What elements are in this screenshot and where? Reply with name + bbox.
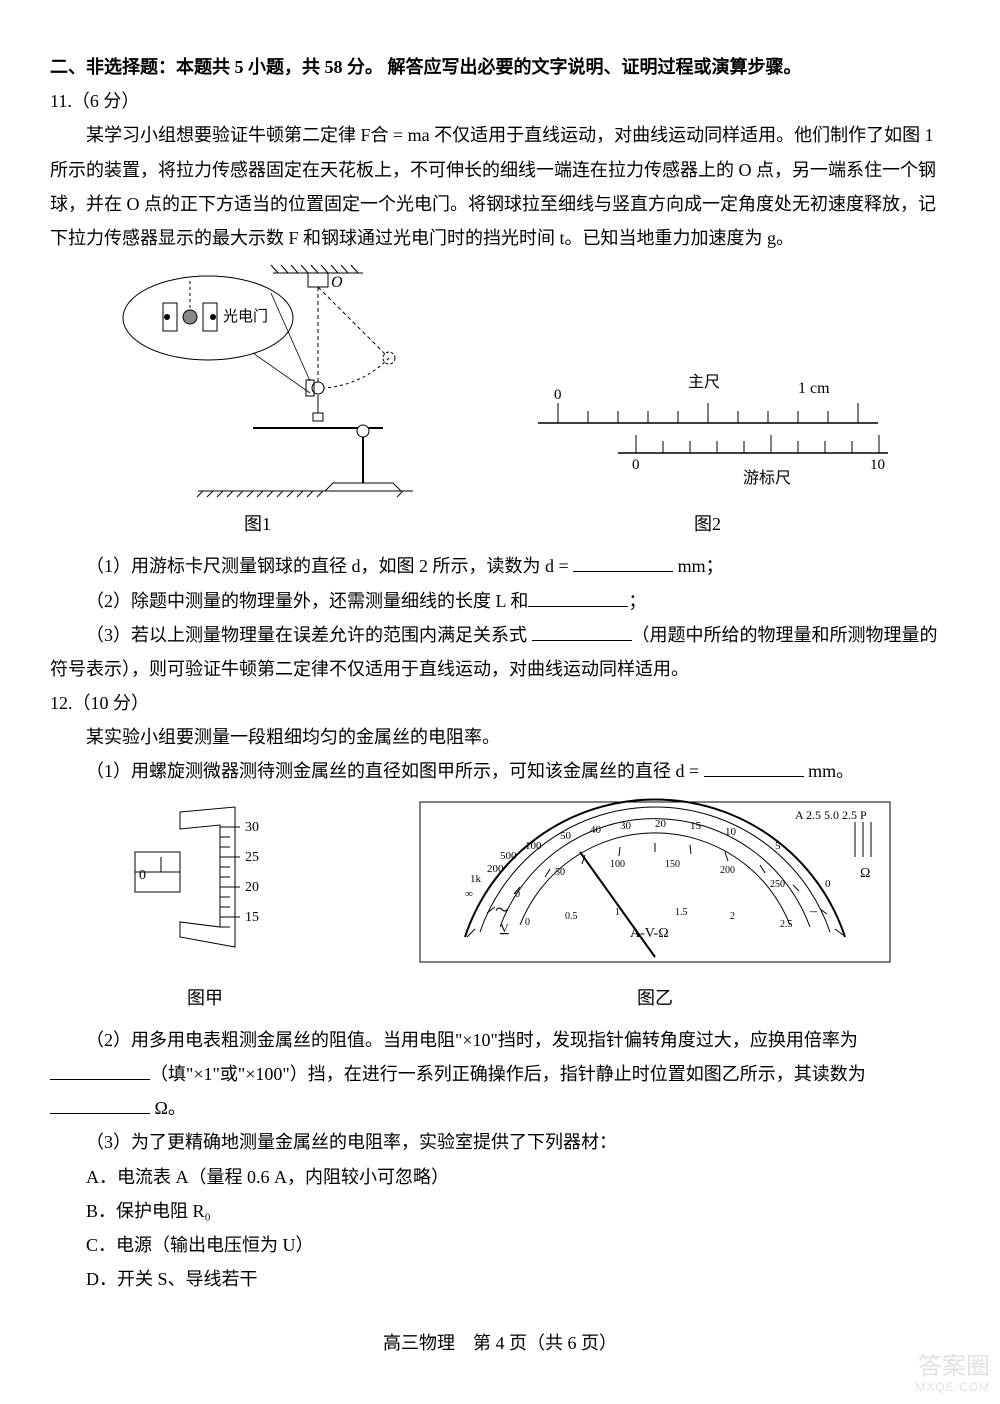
q11-sub3a: （3）若以上测量物理量在误差允许的范围内满足关系式 [86, 625, 532, 645]
q11-number: 11.（6 分） [50, 84, 950, 118]
fig2-ten: 10 [870, 457, 885, 473]
blank [704, 757, 804, 778]
page-footer: 高三物理 第 4 页（共 6 页） [50, 1326, 950, 1360]
q11-sub1a: （1）用游标卡尺测量钢球的直径 d，如图 2 所示，读数为 d = [86, 556, 573, 576]
figB-omega: Ω [860, 866, 870, 881]
figB-5: 5 [775, 840, 781, 852]
q12-sub2-cont: （填"×1"或"×100"）挡，在进行一系列正确操作后，指针静止时位置如图乙所示… [50, 1057, 950, 1091]
figA-zero: 0 [139, 868, 146, 883]
fig1-O-label: O [331, 274, 343, 291]
figB-m50: 50 [555, 867, 565, 878]
fig2-vernier-label: 游标尺 [743, 469, 791, 487]
q12-number: 12.（10 分） [50, 686, 950, 720]
figB-b2: 2 [730, 911, 735, 922]
figB-200: 200 [487, 863, 504, 875]
figB-100: 100 [525, 840, 542, 852]
figB-30: 30 [620, 820, 632, 832]
figB-40: 40 [590, 824, 602, 836]
figB-50: 50 [560, 830, 572, 842]
q11-sub1: （1）用游标卡尺测量钢球的直径 d，如图 2 所示，读数为 d = mm； [50, 549, 950, 583]
q12-optA: A．电流表 A（量程 0.6 A，内阻较小可忽略） [50, 1160, 950, 1194]
figB-inf: ∞ [465, 888, 473, 900]
q12-sub2c: Ω。 [150, 1098, 186, 1118]
figB-b1: 1 [615, 907, 620, 918]
fig1-svg: O 光电门 [103, 263, 413, 503]
q11-sub2a: （2）除题中测量的物理量外，还需测量细线的长度 L 和 [86, 591, 528, 611]
q11-sub3: （3）若以上测量物理量在误差允许的范围内满足关系式 （用题中所给的物理量和所测物… [50, 618, 950, 686]
figB-0: 0 [825, 878, 831, 890]
fig2-svg: 主尺 1 cm 0 [518, 373, 898, 503]
figB-right: A 2.5 5.0 2.5 P [795, 808, 867, 822]
blank [50, 1093, 150, 1114]
figA-block: 0 30 25 20 15 图甲 [105, 797, 305, 1015]
figB-tilde1: ～ [495, 904, 509, 919]
figB-m200: 200 [720, 865, 735, 876]
figB-10: 10 [725, 826, 737, 838]
blank [528, 586, 628, 607]
q11-sub1b: mm； [673, 556, 724, 576]
figB-m250: 250 [770, 879, 785, 890]
q12-sub2: （2）用多用电表粗测金属丝的阻值。当用电阻"×10"挡时，发现指针偏转角度过大，… [50, 1023, 950, 1057]
figA-t20: 20 [245, 880, 259, 895]
fig2-unit: 1 cm [798, 380, 830, 397]
q11-sub2b: ； [628, 591, 646, 611]
blank [532, 620, 632, 641]
figB-20: 20 [655, 818, 667, 830]
figB-dash: – [809, 904, 818, 919]
fig2-main-label: 主尺 [688, 373, 720, 391]
figB-15: 15 [690, 820, 702, 832]
fig1-block: O 光电门 [103, 263, 413, 541]
section-header: 二、非选择题：本题共 5 小题，共 58 分。 解答应写出必要的文字说明、证明过… [50, 50, 950, 84]
figA-t25: 25 [245, 850, 259, 865]
figB-center: A-V-Ω [630, 926, 669, 941]
fig2-zero-top: 0 [554, 387, 562, 403]
figB-m150: 150 [665, 859, 680, 870]
figB-m100: 100 [610, 859, 625, 870]
q12-optD: D．开关 S、导线若干 [50, 1262, 950, 1296]
figB-b25: 2.5 [780, 919, 793, 930]
q11-sub2: （2）除题中测量的物理量外，还需测量细线的长度 L 和 ； [50, 584, 950, 618]
figB-mz: 0 [515, 889, 520, 900]
q12-optB: B．保护电阻 R₀ [50, 1194, 950, 1228]
figB-svg: A-V-Ω ∞ 1k 200 500 100 50 40 30 20 15 10… [415, 797, 895, 977]
figA-svg: 0 30 25 20 15 [105, 797, 305, 977]
fig1-label: 图1 [103, 507, 413, 541]
fig2-label: 图2 [518, 507, 898, 541]
q12-sub1: （1）用螺旋测微器测待测金属丝的直径如图甲所示，可知该金属丝的直径 d = mm… [50, 754, 950, 788]
fig1-gate-label: 光电门 [223, 308, 268, 325]
q12-sub2b: （填"×1"或"×100"）挡，在进行一系列正确操作后，指针静止时位置如图乙所示… [150, 1064, 866, 1084]
q12-sub2a: （2）用多用电表粗测金属丝的阻值。当用电阻"×10"挡时，发现指针偏转角度过大，… [86, 1030, 858, 1050]
q12-optC: C．电源（输出电压恒为 U） [50, 1228, 950, 1262]
blank [573, 552, 673, 573]
figB-V: V [500, 921, 509, 935]
fig2-zero-bot: 0 [632, 457, 640, 473]
figA-label: 图甲 [105, 981, 305, 1015]
fig2-block: 主尺 1 cm 0 [518, 373, 898, 541]
figB-500: 500 [500, 850, 517, 862]
figA-t15: 15 [245, 910, 259, 925]
q12-sub2-end: Ω。 [50, 1091, 950, 1125]
q11-para1: 某学习小组想要验证牛顿第二定律 F合 = ma 不仅适用于直线运动，对曲线运动同… [50, 118, 950, 255]
figB-b05: 0.5 [565, 911, 578, 922]
q11-figures-row: O 光电门 [50, 263, 950, 541]
blank [50, 1059, 150, 1080]
watermark-bottom: MXQE.COM [915, 1381, 990, 1394]
q12-sub3: （3）为了更精确地测量金属丝的电阻率，实验室提供了下列器材： [50, 1125, 950, 1159]
q12-figures-row: 0 30 25 20 15 图甲 [50, 797, 950, 1015]
figB-b15: 1.5 [675, 907, 688, 918]
q12-sub1b: mm。 [804, 761, 855, 781]
figB-label: 图乙 [415, 981, 895, 1015]
figB-block: A-V-Ω ∞ 1k 200 500 100 50 40 30 20 15 10… [415, 797, 895, 1015]
figB-b0: 0 [525, 917, 530, 928]
q12-para1: 某实验小组要测量一段粗细均匀的金属丝的电阻率。 [50, 720, 950, 754]
q12-sub1a: （1）用螺旋测微器测待测金属丝的直径如图甲所示，可知该金属丝的直径 d = [86, 761, 704, 781]
figB-1k: 1k [470, 873, 482, 885]
figA-t30: 30 [245, 820, 259, 835]
